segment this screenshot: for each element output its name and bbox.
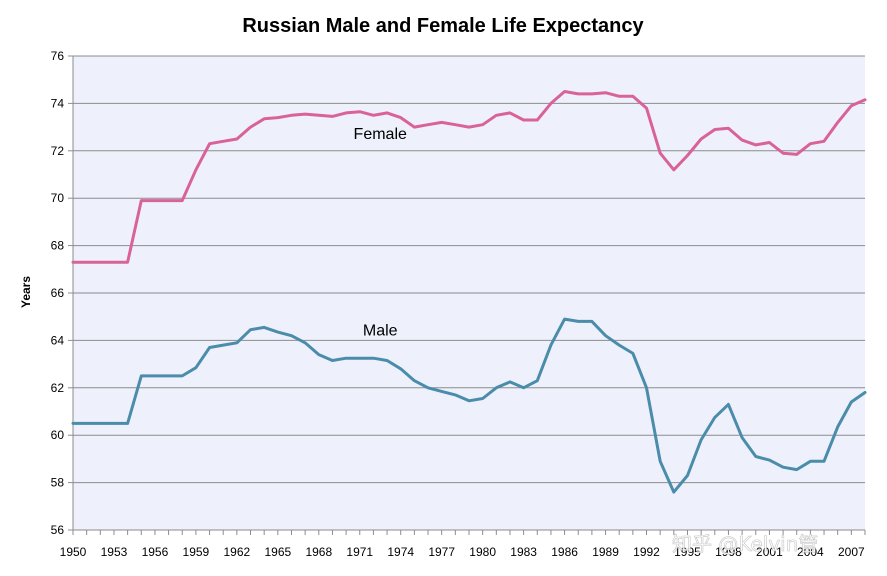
y-tick-label: 68 xyxy=(51,239,65,253)
series-line-male xyxy=(71,317,867,494)
x-tick-label: 2001 xyxy=(756,545,783,559)
x-tick-label: 1977 xyxy=(428,545,455,559)
y-tick-label: 76 xyxy=(51,49,65,63)
watermark-text: 知乎 @Kelvin管 xyxy=(672,532,818,556)
y-tick-label: 74 xyxy=(51,96,65,110)
y-tick-label: 70 xyxy=(51,191,65,205)
x-tick-label: 1959 xyxy=(183,545,210,559)
y-tick-label: 58 xyxy=(51,476,65,490)
x-tick-label: 1989 xyxy=(592,545,619,559)
x-tick-label: 1980 xyxy=(469,545,496,559)
x-tick-label: 1968 xyxy=(305,545,332,559)
x-tick-label: 1995 xyxy=(674,545,701,559)
series-label-female: Female xyxy=(354,126,407,143)
y-tick-label: 56 xyxy=(51,523,65,537)
grid-lines xyxy=(68,55,866,535)
series-label-male: Male xyxy=(363,323,398,340)
x-tick-label: 1983 xyxy=(510,545,537,559)
y-tick-labels: 56 58 60 62 64 66 68 70 72 74 76 xyxy=(51,49,65,537)
x-tick-label: 2004 xyxy=(797,545,824,559)
x-tick-label: 1998 xyxy=(715,545,742,559)
x-tick-label: 2007 xyxy=(838,545,865,559)
y-tick-label: 66 xyxy=(51,286,65,300)
chart-title: Russian Male and Female Life Expectancy xyxy=(242,15,644,37)
x-tick-label: 1965 xyxy=(264,545,291,559)
y-tick-label: 72 xyxy=(51,144,65,158)
x-tick-label: 1992 xyxy=(633,545,660,559)
x-tick-labels: 1950 1953 1956 1959 1962 1965 1968 1971 1974 1977… xyxy=(60,545,865,559)
series-annotations: Female Male xyxy=(354,126,407,340)
y-tick-label: 60 xyxy=(51,428,65,442)
x-tick-label: 1950 xyxy=(60,545,87,559)
y-tick-label: 64 xyxy=(51,333,65,347)
x-tick-label: 1974 xyxy=(387,545,414,559)
x-tick-label: 1986 xyxy=(551,545,578,559)
y-tick-label: 62 xyxy=(51,381,65,395)
series-lines xyxy=(71,90,867,494)
x-tick-label: 1953 xyxy=(101,545,128,559)
y-axis-label: Years xyxy=(19,276,33,308)
x-tick-label: 1971 xyxy=(346,545,373,559)
x-tick-label: 1956 xyxy=(142,545,169,559)
x-tick-label: 1962 xyxy=(224,545,251,559)
series-line-female xyxy=(71,90,867,264)
